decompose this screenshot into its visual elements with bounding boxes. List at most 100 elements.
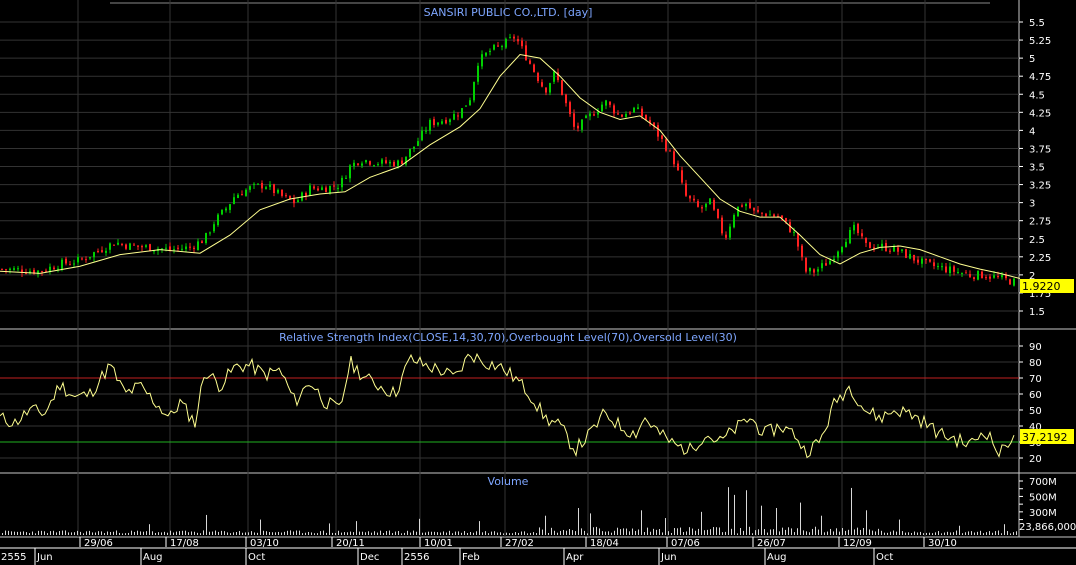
volume-bar [182,530,183,535]
volume-bar [875,531,876,535]
volume-bar [302,533,303,535]
candle-body [197,241,199,250]
candle-body [333,185,335,187]
candle-body [165,247,167,249]
volume-bar [464,531,465,535]
candle-body [365,160,367,163]
volume-bar [128,532,129,535]
volume-bar [308,531,309,535]
volume-bar [275,532,276,535]
candle-body [765,213,767,217]
candle-body [589,113,591,117]
candle-body [129,243,131,250]
volume-bar [488,533,489,535]
candle-body [161,248,163,250]
volume-bar [110,531,111,535]
candle-body [221,209,223,215]
candle-body [373,165,375,167]
candle-body [513,36,515,39]
candle-body [901,249,903,251]
volume-bar [236,532,237,535]
volume-bar [377,532,378,535]
volume-bar [542,529,543,535]
volume-bar [983,533,984,535]
candle-body [217,214,219,226]
volume-bar [740,528,741,535]
volume-bar [644,532,645,535]
price-tick-label: 5 [1029,54,1035,65]
candle-body [305,192,307,196]
volume-bar [518,532,519,535]
volume-bar [365,532,366,535]
price-tick-label: 1.5 [1029,307,1045,318]
volume-bar [827,531,828,535]
volume-bar [317,533,318,535]
candle-body [637,107,639,110]
candle-body [573,113,575,127]
volume-bar [212,531,213,535]
volume-bar [839,531,840,535]
volume-bar [386,531,387,535]
candle-body [841,246,843,253]
candle-body [585,115,587,119]
volume-bar [323,530,324,535]
candle-body [309,185,311,196]
volume-bar [194,531,195,535]
candle-body [5,269,7,271]
volume-bar [215,530,216,535]
date-tick-label: 29/06 [84,538,113,549]
candle-body [429,119,431,131]
volume-bar [929,532,930,535]
volume-tick-label: 300M [1029,508,1057,519]
volume-bar [914,531,915,535]
volume-bar [467,533,468,535]
candle-body [925,258,927,261]
volume-bar [440,532,441,535]
volume-bar [953,532,954,535]
month-tick-label: Dec [360,552,379,563]
candle-body [449,119,451,123]
volume-bar [905,532,906,535]
price-tick-label: 3 [1029,199,1035,210]
volume-bar [1007,531,1008,535]
month-tick-label: Jun [660,552,677,563]
volume-bar [974,532,975,535]
candle-body [561,80,563,95]
volume-bar [41,530,42,535]
volume-bar [947,531,948,535]
volume-bar [632,528,633,535]
volume-bar [788,527,789,535]
volume-bar [926,532,927,535]
volume-bar [149,524,150,535]
volume-bar [512,533,513,535]
volume-bar [443,531,444,535]
date-tick-label: 10/01 [424,538,453,549]
month-tick-label: Oct [876,552,893,563]
volume-bar [611,532,612,535]
volume-bar [638,529,639,535]
candle-body [777,215,779,217]
volume-bar [683,532,684,535]
volume-bar [188,532,189,535]
candle-body [981,271,983,279]
candle-body [865,237,867,243]
volume-bar [296,530,297,535]
volume-bar [257,532,258,535]
rsi-tick-label: 90 [1029,342,1042,353]
volume-bar [785,529,786,535]
volume-bar [809,532,810,535]
volume-bar [533,532,534,535]
candle-body [233,197,235,204]
month-tick-label: 2555 [1,552,26,563]
volume-bar [362,531,363,535]
candle-body [933,262,935,267]
candle-body [237,194,239,199]
candle-body [465,105,467,107]
volume-bar [647,527,648,535]
candle-body [61,259,63,270]
volume-bar [881,530,882,535]
candle-body [961,273,963,275]
volume-bar [185,530,186,535]
volume-bar [227,532,228,535]
volume-bar [50,531,51,535]
